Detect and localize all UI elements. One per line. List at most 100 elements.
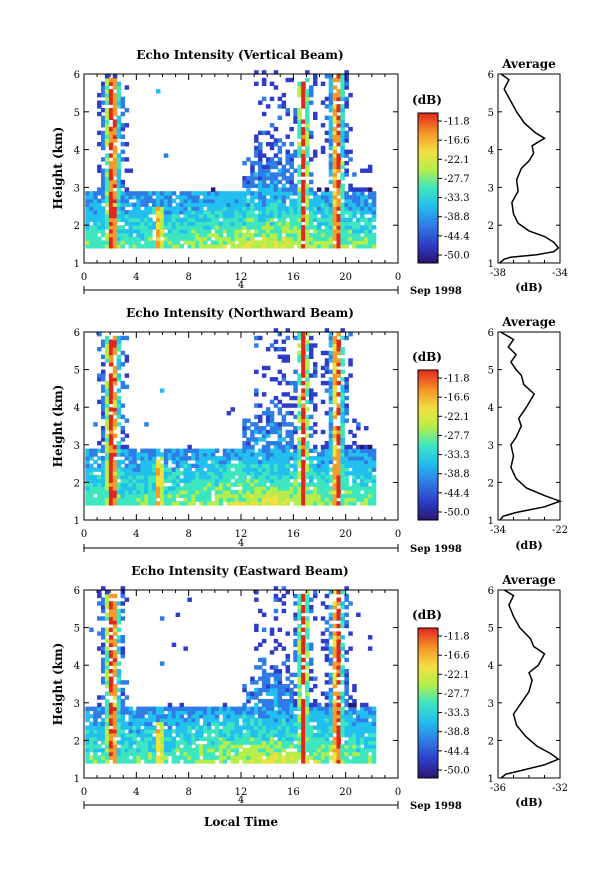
heatmap-cell — [254, 244, 259, 249]
heatmap-cell — [116, 601, 122, 606]
heatmap-cell — [328, 429, 334, 435]
heatmap-cell — [93, 717, 98, 723]
heatmap-cell — [332, 448, 338, 453]
heatmap-cell — [289, 429, 294, 435]
heatmap-cell — [112, 608, 118, 614]
heatmap-cell — [360, 717, 365, 723]
heatmap-cell — [120, 653, 126, 659]
heatmap-cell — [124, 168, 130, 173]
x-tick-label: 4 — [133, 272, 139, 283]
heatmap-cell — [301, 138, 306, 143]
heatmap-cell — [195, 744, 200, 749]
heatmap-cell — [187, 240, 192, 245]
heatmap-cell — [364, 759, 369, 764]
heatmap-cell — [222, 459, 228, 465]
heatmap-cell — [352, 736, 357, 741]
heatmap-cell — [367, 747, 373, 753]
heatmap-cell — [261, 179, 267, 185]
heatmap-cell — [108, 232, 114, 238]
heatmap-cell — [195, 736, 200, 741]
heatmap-cell — [156, 732, 161, 738]
heatmap-cell — [277, 444, 283, 450]
heatmap-cell — [144, 732, 149, 738]
heatmap-cell — [101, 437, 106, 442]
heatmap-cell — [254, 81, 259, 86]
heatmap-cell — [226, 195, 232, 200]
heatmap-cell — [108, 236, 114, 241]
heatmap-cell — [97, 501, 102, 506]
heatmap-cell — [144, 210, 149, 215]
heatmap-cell — [328, 631, 334, 636]
heatmap-cell — [293, 229, 298, 234]
heatmap-cell — [265, 459, 271, 465]
heatmap-cell — [246, 459, 251, 465]
heatmap-cell — [222, 747, 228, 753]
heatmap-cell — [273, 493, 279, 499]
heatmap-cell — [277, 187, 283, 192]
heatmap-cell — [222, 236, 228, 241]
heatmap-cell — [124, 501, 130, 506]
heatmap-cell — [152, 456, 157, 461]
heatmap-cell — [195, 478, 200, 483]
heatmap-cell — [148, 191, 153, 196]
heatmap-cell — [313, 217, 318, 222]
heatmap-cell — [242, 232, 247, 238]
heatmap-cell — [93, 240, 98, 245]
heatmap-cell — [222, 744, 228, 749]
heatmap-cell — [301, 339, 306, 344]
heatmap-cell — [261, 164, 267, 170]
heatmap-cell — [297, 213, 302, 219]
heatmap-cell — [332, 665, 338, 670]
heatmap-cell — [210, 221, 216, 226]
heatmap-cell — [324, 710, 330, 715]
heatmap-cell — [101, 81, 106, 86]
heatmap-cell — [285, 489, 290, 495]
heatmap-cell — [128, 202, 133, 207]
heatmap-cell — [108, 744, 114, 749]
heatmap-cell — [261, 213, 267, 219]
heatmap-cell — [352, 729, 357, 734]
heatmap-cell — [301, 471, 306, 476]
heatmap-cell — [120, 179, 126, 185]
heatmap-cell — [112, 377, 118, 382]
heatmap-cell — [97, 729, 102, 734]
heatmap-cell — [301, 229, 306, 234]
heatmap-cell — [234, 448, 239, 453]
heatmap-cell — [364, 747, 369, 753]
heatmap-cell — [340, 149, 345, 154]
heatmap-cell — [352, 482, 357, 487]
heatmap-cell — [301, 358, 306, 363]
heatmap-cell — [85, 225, 90, 230]
heatmap-cell — [309, 100, 314, 105]
panel-vertical-beam: Echo Intensity (Vertical Beam) Height (k… — [51, 48, 568, 297]
heatmap-cell — [144, 240, 149, 245]
heatmap-cell — [313, 429, 318, 435]
heatmap-cell — [254, 725, 259, 730]
heatmap-cell — [167, 452, 173, 457]
heatmap-cell — [116, 176, 122, 181]
heatmap-cell — [191, 198, 196, 204]
heatmap-cell — [242, 456, 247, 461]
heatmap-cell — [203, 725, 208, 730]
heatmap-cell — [332, 433, 338, 438]
heatmap-cell — [332, 463, 338, 468]
heatmap-cell — [112, 717, 118, 723]
heatmap-cell — [293, 702, 298, 708]
heatmap-cell — [352, 706, 357, 711]
heatmap-cell — [226, 225, 232, 230]
heatmap-cell — [152, 191, 157, 196]
heatmap-cell — [352, 244, 357, 249]
heatmap-cell — [156, 729, 161, 734]
heatmap-cell — [336, 236, 341, 241]
heatmap-cell — [301, 119, 306, 124]
heatmap-cell — [273, 195, 279, 200]
heatmap-cell — [250, 210, 255, 215]
heatmap-cell — [297, 225, 302, 230]
heatmap-cell — [328, 680, 334, 685]
heatmap-cell — [281, 706, 287, 711]
heatmap-cell — [320, 232, 326, 238]
heatmap-cell — [258, 493, 263, 499]
heatmap-cell — [324, 732, 330, 738]
heatmap-cell — [277, 437, 283, 442]
heatmap-cell — [285, 221, 290, 226]
